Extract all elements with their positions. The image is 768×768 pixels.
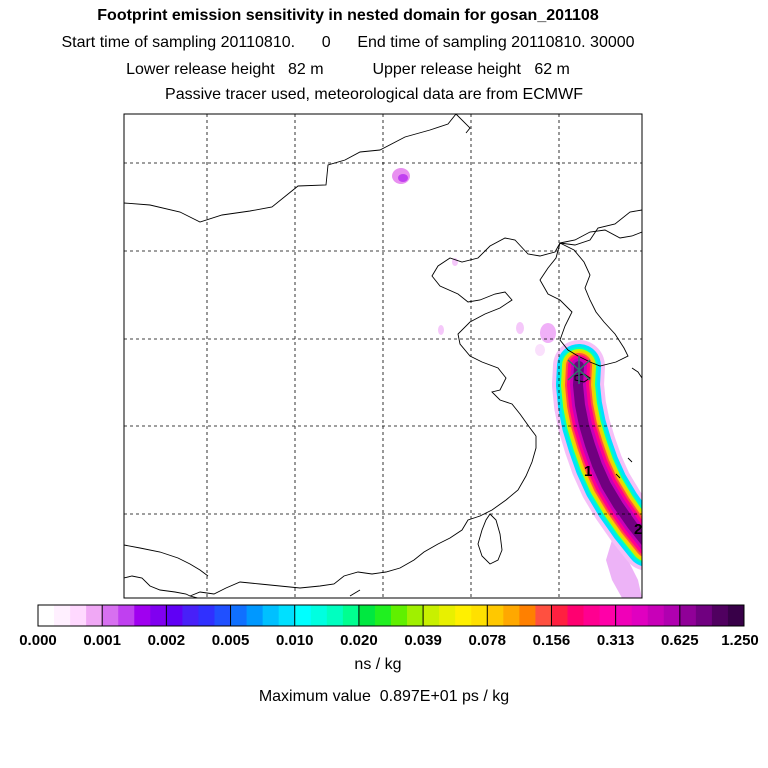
- colorbar-cell-4: [102, 605, 119, 626]
- colorbar-tick-label-7: 0.078: [468, 632, 506, 649]
- colorbar-tick-label-5: 0.020: [340, 632, 378, 649]
- colorbar-cell-5: [118, 605, 135, 626]
- patch-yellowsea: [535, 344, 545, 356]
- colorbar-cell-9: [182, 605, 199, 626]
- colorbar-cell-13: [246, 605, 264, 626]
- coastlines: [124, 114, 642, 598]
- colorbar-cell-24: [423, 605, 440, 626]
- coast-china-east: [189, 436, 537, 597]
- colorbar-tick-label-4: 0.010: [276, 632, 314, 649]
- colorbar-cell-33: [567, 605, 584, 626]
- colorbar-cell-40: [679, 605, 697, 626]
- grid-lines: [124, 114, 642, 598]
- footprint-plume: [552, 340, 642, 598]
- map-frame: [123, 113, 643, 599]
- colorbar-tick-label-1: 0.001: [83, 632, 121, 649]
- colorbar-tick-label-8: 0.156: [533, 632, 571, 649]
- colorbar-tick-label-0: 0.000: [19, 632, 57, 649]
- border-korea: [559, 229, 642, 244]
- colorbar-cell-8: [166, 605, 183, 626]
- colorbar-cell-2: [70, 605, 87, 626]
- colorbar-cell-37: [631, 605, 649, 626]
- colorbar-cell-30: [519, 605, 536, 626]
- colorbar-cell-26: [455, 605, 472, 626]
- max-value-text: Maximum value 0.897E+01 ps / kg: [258, 688, 510, 705]
- colorbar-cell-38: [647, 605, 665, 626]
- patch-korea-west: [540, 323, 556, 343]
- chart-title: Footprint emission sensitivity in nested…: [97, 7, 599, 24]
- colorbar-cell-20: [358, 605, 376, 626]
- colorbar-cell-36: [615, 605, 633, 626]
- coast-taiwan: [477, 513, 503, 565]
- colorbar-cell-6: [134, 605, 151, 626]
- colorbar-cell-32: [551, 605, 568, 626]
- colorbar-cell-39: [663, 605, 681, 626]
- coast-ryukyu1: [627, 457, 633, 463]
- colorbar-cell-34: [583, 605, 600, 626]
- colorbar-cell-14: [262, 605, 280, 626]
- colorbar-cell-0: [38, 605, 55, 626]
- map-content: 1 2: [124, 114, 642, 598]
- scattered-patches: [392, 168, 556, 356]
- colorbar-tick-label-2: 0.002: [148, 632, 186, 649]
- plume-tail: [606, 540, 642, 598]
- coast-ryukyu2: [615, 473, 621, 479]
- colorbar-cell-35: [599, 605, 617, 626]
- colorbar-cell-3: [86, 605, 103, 626]
- colorbar-cell-29: [503, 605, 520, 626]
- colorbar-dividers: [101, 605, 681, 626]
- colorbar-cell-28: [487, 605, 504, 626]
- colorbar-cell-25: [439, 605, 456, 626]
- colorbar-cell-18: [326, 605, 344, 626]
- colorbar-cell-15: [278, 605, 296, 626]
- colorbar-cell-42: [711, 605, 729, 626]
- colorbar-cell-19: [342, 605, 360, 626]
- colorbar-cell-43: [727, 605, 745, 626]
- colorbar-cell-41: [695, 605, 713, 626]
- colorbar-cell-22: [391, 605, 408, 626]
- release-height-line: Lower release height 82 m Upper release …: [126, 61, 570, 78]
- border-sw: [124, 544, 209, 577]
- label-2: 2: [634, 521, 642, 538]
- plume-layer-8: [573, 361, 642, 546]
- colorbar-cell-10: [198, 605, 215, 626]
- colorbar-tick-label-9: 0.313: [597, 632, 635, 649]
- colorbar-cell-31: [535, 605, 552, 626]
- coast-jeju: [574, 373, 591, 383]
- sampling-time-line: Start time of sampling 20110810. 0 End t…: [61, 34, 635, 51]
- coast-north-border: [124, 114, 457, 223]
- colorbar-cell-16: [294, 605, 312, 626]
- tracer-info-line: Passive tracer used, meteorological data…: [165, 86, 583, 103]
- colorbar-cell-17: [310, 605, 328, 626]
- colorbar-cell-1: [54, 605, 71, 626]
- coast-china-south: [124, 575, 199, 598]
- colorbar-tick-label-3: 0.005: [212, 632, 250, 649]
- patch-bohai: [438, 325, 444, 335]
- coast-hainan-border: [349, 589, 361, 597]
- colorbar-tick-label-6: 0.039: [404, 632, 442, 649]
- colorbar-cell-11: [214, 605, 231, 626]
- coast-ne-manchuria: [431, 209, 642, 437]
- coast-korea: [539, 242, 629, 367]
- patch-mongolia-core: [398, 174, 408, 182]
- colorbar-tick-label-11: 1.250: [721, 632, 759, 649]
- colorbar-cell-21: [374, 605, 392, 626]
- receptor-marker: [567, 356, 591, 384]
- colorbar-frame: [37, 604, 745, 627]
- label-1: 1: [584, 463, 592, 480]
- colorbar-cell-7: [150, 605, 167, 626]
- colorbar-labels: 0.000 0.001 0.002 0.005 0.010 0.020 0.039 0.078…: [19, 632, 759, 649]
- coast-ne-border: [455, 114, 471, 134]
- coast-japan-kyushu: [631, 367, 642, 379]
- colorbar-cells: [38, 605, 745, 626]
- colorbar-tick-label-10: 0.625: [661, 632, 699, 649]
- colorbar-cell-23: [407, 605, 424, 626]
- colorbar-unit: ns / kg: [354, 656, 402, 673]
- colorbar-cell-12: [230, 605, 247, 626]
- patch-korea-west2: [516, 322, 524, 334]
- colorbar-cell-27: [471, 605, 488, 626]
